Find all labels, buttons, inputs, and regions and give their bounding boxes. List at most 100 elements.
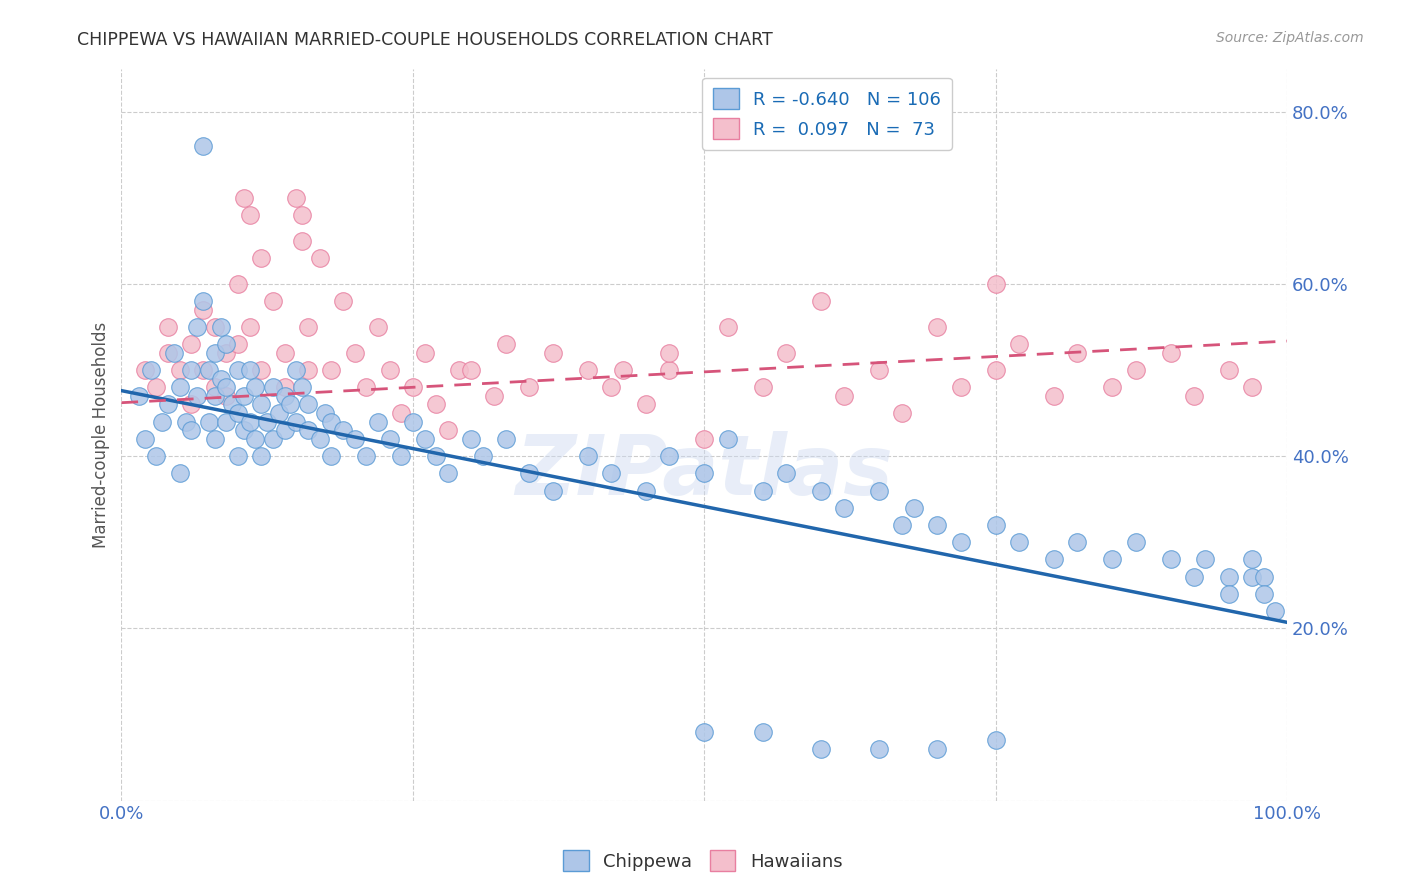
Point <box>891 518 914 533</box>
Point <box>321 449 343 463</box>
Point <box>832 389 855 403</box>
Point <box>471 449 494 463</box>
Point <box>1218 570 1240 584</box>
Point <box>903 500 925 515</box>
Point <box>204 319 226 334</box>
Point <box>232 191 254 205</box>
Point <box>204 389 226 403</box>
Point <box>226 277 249 291</box>
Point <box>145 380 167 394</box>
Point <box>1101 380 1123 394</box>
Point <box>273 345 295 359</box>
Point <box>343 345 366 359</box>
Point <box>285 363 308 377</box>
Point <box>927 319 949 334</box>
Point <box>250 363 273 377</box>
Point <box>226 449 249 463</box>
Point <box>367 319 389 334</box>
Point <box>658 345 681 359</box>
Point <box>389 406 412 420</box>
Point <box>256 415 278 429</box>
Point <box>134 363 156 377</box>
Point <box>1182 570 1205 584</box>
Point <box>209 319 232 334</box>
Point <box>541 483 564 498</box>
Point <box>576 449 599 463</box>
Point <box>245 432 267 446</box>
Point <box>402 380 425 394</box>
Point <box>169 363 191 377</box>
Point <box>174 415 197 429</box>
Point <box>180 397 202 411</box>
Point <box>449 363 471 377</box>
Point <box>810 742 832 756</box>
Point <box>262 380 284 394</box>
Point <box>204 432 226 446</box>
Point <box>413 345 436 359</box>
Point <box>180 337 202 351</box>
Text: ZIPatlas: ZIPatlas <box>516 431 893 512</box>
Point <box>285 191 308 205</box>
Point <box>262 294 284 309</box>
Point <box>314 406 336 420</box>
Point <box>267 406 290 420</box>
Point <box>484 389 506 403</box>
Point <box>600 467 623 481</box>
Point <box>226 363 249 377</box>
Point <box>157 345 180 359</box>
Point <box>239 415 262 429</box>
Point <box>308 432 330 446</box>
Point <box>354 380 377 394</box>
Point <box>343 432 366 446</box>
Point <box>984 733 1007 747</box>
Point <box>868 363 890 377</box>
Point <box>204 345 226 359</box>
Point <box>519 380 541 394</box>
Point <box>810 483 832 498</box>
Point <box>285 415 308 429</box>
Legend: Chippewa, Hawaiians: Chippewa, Hawaiians <box>557 843 849 879</box>
Point <box>1253 587 1275 601</box>
Point <box>1218 363 1240 377</box>
Point <box>1218 587 1240 601</box>
Point <box>128 389 150 403</box>
Point <box>215 380 238 394</box>
Point <box>378 363 401 377</box>
Point <box>425 397 447 411</box>
Point <box>186 389 208 403</box>
Point <box>1125 363 1147 377</box>
Point <box>495 432 517 446</box>
Point <box>810 294 832 309</box>
Point <box>460 432 482 446</box>
Point <box>984 518 1007 533</box>
Point <box>198 363 221 377</box>
Point <box>576 363 599 377</box>
Point <box>1160 552 1182 566</box>
Point <box>389 449 412 463</box>
Point <box>191 363 214 377</box>
Point <box>262 432 284 446</box>
Point <box>413 432 436 446</box>
Point <box>134 432 156 446</box>
Point <box>425 449 447 463</box>
Point <box>868 742 890 756</box>
Point <box>1066 345 1088 359</box>
Point <box>226 406 249 420</box>
Point <box>215 415 238 429</box>
Point <box>1066 535 1088 549</box>
Point <box>308 251 330 265</box>
Point <box>949 535 972 549</box>
Point <box>1241 380 1264 394</box>
Point <box>297 363 319 377</box>
Point <box>245 380 267 394</box>
Point <box>221 397 243 411</box>
Point <box>378 432 401 446</box>
Point <box>495 337 517 351</box>
Y-axis label: Married-couple Households: Married-couple Households <box>93 321 110 548</box>
Point <box>291 234 314 248</box>
Point <box>139 363 162 377</box>
Point <box>1194 552 1216 566</box>
Point <box>927 742 949 756</box>
Point <box>1043 552 1066 566</box>
Point <box>226 337 249 351</box>
